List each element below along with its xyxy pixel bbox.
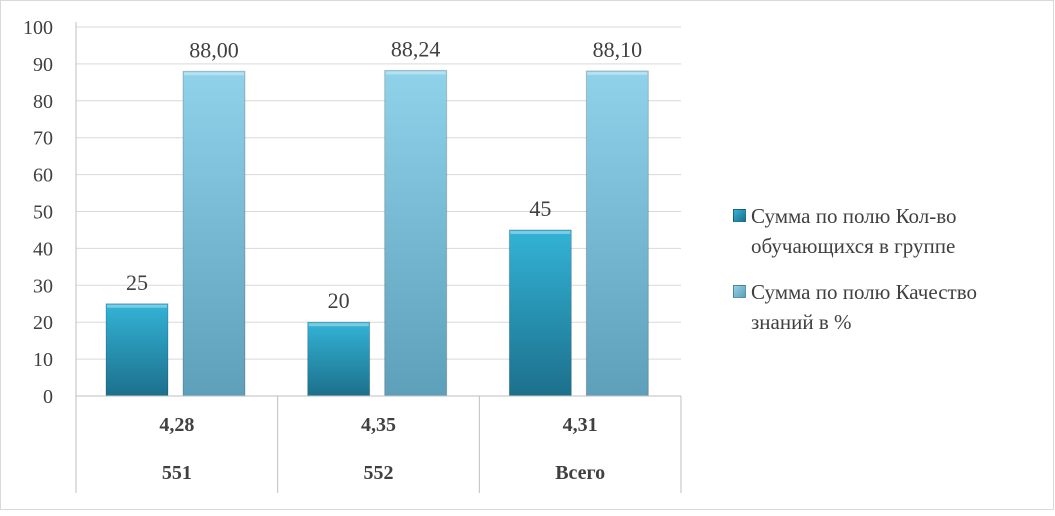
y-tick-label: 100 — [23, 17, 53, 39]
bar-series-1[interactable] — [307, 321, 371, 397]
y-tick-label: 20 — [33, 312, 53, 334]
y-tick-label: 80 — [33, 91, 53, 113]
bar-series-2[interactable] — [585, 70, 649, 397]
y-tick-label: 30 — [33, 275, 53, 297]
bar-series-1[interactable] — [105, 303, 169, 397]
legend-swatch-series-1 — [733, 209, 746, 222]
y-tick-label: 90 — [33, 54, 53, 76]
data-label: 25 — [126, 270, 148, 295]
legend-label-series-2: Сумма по полю Качество знаний в % — [751, 280, 977, 334]
y-tick-label: 10 — [33, 349, 53, 371]
category-label: 4,35 — [361, 414, 396, 436]
legend-label-series-1: Сумма по полю Кол-во обучающихся в групп… — [751, 204, 957, 258]
bar-highlight — [510, 230, 571, 234]
bar-highlight — [587, 71, 648, 75]
y-tick-label: 40 — [33, 238, 53, 260]
chart-legend: Сумма по полю Кол-во обучающихся в групп… — [733, 201, 1043, 353]
category-label: 4,28 — [159, 414, 194, 436]
bar-highlight — [308, 323, 369, 327]
legend-swatch-series-2 — [733, 285, 746, 298]
y-tick-label: 0 — [43, 386, 53, 408]
data-label: 88,24 — [391, 36, 441, 61]
category-label: 552 — [364, 462, 394, 484]
category-label: 4,31 — [563, 414, 598, 436]
category-label: 551 — [162, 462, 192, 484]
y-tick-label: 60 — [33, 165, 53, 187]
bar-highlight — [107, 304, 167, 308]
bar-highlight — [385, 71, 446, 75]
bar-highlight — [184, 72, 244, 76]
data-label: 88,10 — [593, 37, 643, 62]
bar-series-2[interactable] — [384, 69, 448, 397]
data-label: 20 — [328, 288, 350, 313]
category-label: Всего — [555, 462, 605, 484]
y-tick-label: 70 — [33, 128, 53, 150]
bar-series-1[interactable] — [508, 229, 572, 397]
data-label: 45 — [529, 196, 551, 221]
legend-item: Сумма по полю Кол-во обучающихся в групп… — [733, 201, 1043, 261]
bar-series-2[interactable] — [182, 70, 246, 397]
data-label: 88,00 — [189, 37, 239, 62]
y-tick-label: 50 — [33, 202, 53, 224]
legend-item: Сумма по полю Качество знаний в % — [733, 277, 1043, 337]
